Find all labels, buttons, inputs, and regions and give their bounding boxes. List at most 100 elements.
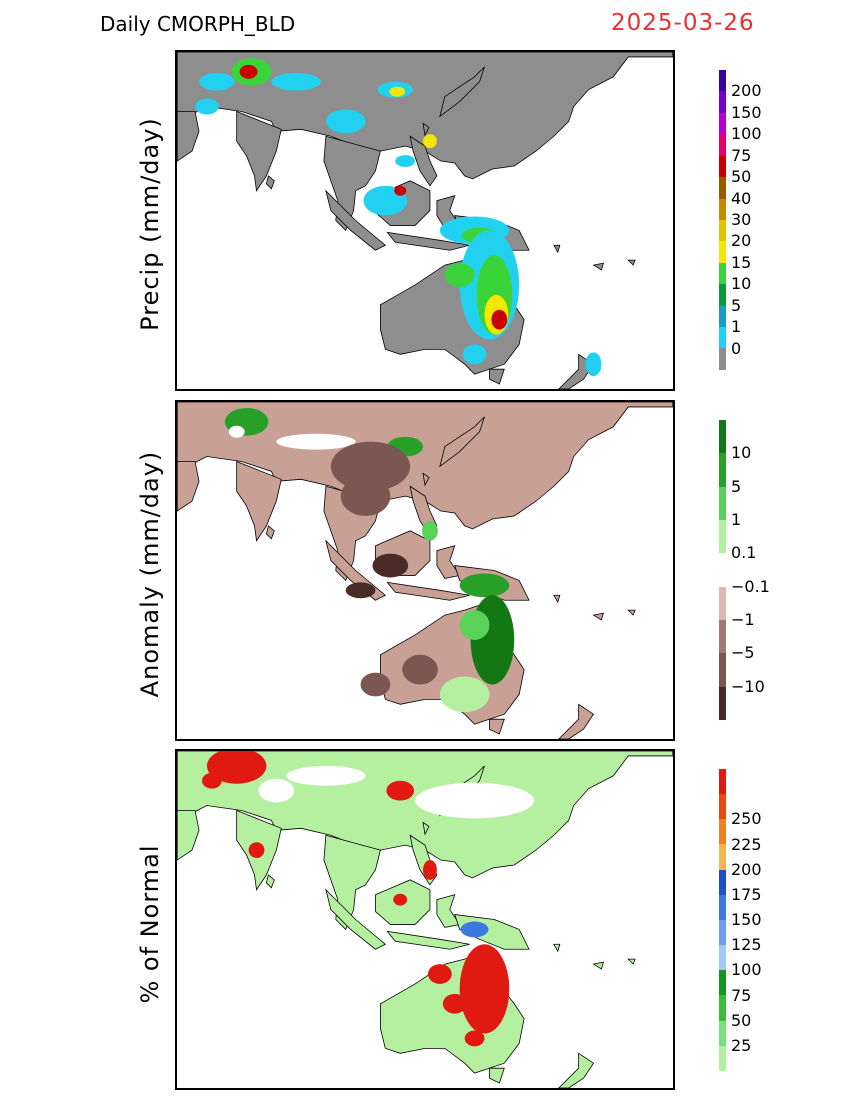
- precip-field-blob: [444, 263, 475, 287]
- percent-colorbar: [719, 769, 726, 1071]
- colorbar-tick-label: 10: [731, 443, 752, 463]
- colorbar-swatch: [719, 686, 726, 720]
- precip-field-blob: [423, 860, 437, 880]
- colorbar-tick-label: −1: [731, 610, 755, 629]
- colorbar-tick-label: 10: [731, 274, 752, 294]
- colorbar-swatch: [719, 327, 726, 349]
- land-shape: [558, 1052, 595, 1088]
- colorbar-swatch: [719, 241, 726, 263]
- land-shape: [439, 416, 485, 468]
- precip-map: [177, 52, 673, 389]
- land-shape: [236, 460, 282, 542]
- land-shape: [386, 930, 470, 950]
- colorbar-swatch: [719, 112, 726, 135]
- land-shape: [386, 231, 470, 251]
- precip-field-blob: [459, 573, 510, 598]
- colorbar-swatch: [719, 134, 726, 156]
- precip-field-blob: [372, 553, 409, 578]
- colorbar-tick-label: 175: [731, 884, 762, 904]
- land-shape: [265, 525, 275, 540]
- colorbar-tick-label: 150: [731, 910, 762, 929]
- precip-field-blob: [491, 309, 508, 330]
- land-shape: [323, 135, 381, 232]
- precip-map-panel: [175, 50, 675, 391]
- precip-field-blob: [228, 425, 245, 438]
- colorbar-swatch: [719, 769, 726, 795]
- precip-field-blob: [470, 595, 515, 685]
- land-shape: [553, 594, 561, 604]
- land-shape: [422, 472, 430, 487]
- colorbar-tick-label: −0.1: [731, 576, 770, 596]
- precip-field-blob: [427, 964, 452, 984]
- colorbar-swatch: [719, 486, 726, 520]
- precip-field-blob: [459, 944, 510, 1034]
- colorbar-tick-label: 25: [731, 1035, 752, 1055]
- colorbar-swatch: [719, 198, 726, 220]
- colorbar-swatch: [719, 219, 726, 242]
- colorbar-tick-label: 100: [731, 960, 762, 980]
- land-shape: [627, 609, 636, 616]
- land-shape: [439, 66, 485, 118]
- land-shape: [177, 810, 200, 861]
- colorbar-tick-label: 0.1: [731, 543, 757, 563]
- colorbar-tick-label: 200: [731, 81, 762, 101]
- colorbar-tick-label: 150: [731, 102, 762, 122]
- colorbar-swatch: [719, 453, 726, 487]
- land-shape: [592, 612, 604, 621]
- precip-field-blob: [423, 134, 437, 149]
- land-shape: [236, 110, 282, 192]
- precip-field-blob: [459, 610, 490, 640]
- land-shape: [422, 122, 430, 137]
- precip-field-blob: [345, 582, 376, 599]
- precip-field-blob: [248, 842, 265, 859]
- colorbar-tick-label: −5: [731, 643, 755, 663]
- land-shape: [422, 821, 430, 836]
- precip-field-blob: [239, 64, 258, 79]
- anomaly-map-panel: [175, 400, 675, 741]
- land-shape: [592, 961, 604, 970]
- colorbar-tick-label: 75: [731, 145, 752, 165]
- colorbar-tick-label: 5: [731, 295, 742, 315]
- colorbar-tick-label: 0: [731, 338, 742, 358]
- precip-field-blob: [415, 782, 535, 819]
- land-shape: [409, 135, 438, 187]
- precip-field-blob: [442, 993, 467, 1014]
- colorbar-swatch: [719, 177, 726, 199]
- precip-colorbar: [719, 70, 726, 370]
- colorbar-swatch: [719, 619, 726, 654]
- precip-field-blob: [462, 344, 487, 365]
- colorbar-tick-label: 5: [731, 476, 742, 496]
- land-shape: [177, 461, 200, 512]
- precip-field-blob: [286, 765, 366, 786]
- date-label: 2025-03-26: [611, 10, 755, 36]
- colorbar-swatch: [719, 305, 726, 328]
- percent-map-panel: [175, 749, 675, 1090]
- colorbar-swatch: [719, 1020, 726, 1046]
- colorbar-tick-label: 1: [731, 510, 742, 529]
- colorbar-swatch: [719, 819, 726, 845]
- precip-field-blob: [422, 520, 438, 541]
- precip-field-blob: [325, 109, 366, 134]
- land-shape: [627, 259, 636, 266]
- precip-axis-label: Precip (mm/day): [136, 117, 164, 331]
- colorbar-swatch: [719, 970, 726, 996]
- precip-field-blob: [206, 751, 267, 784]
- colorbar-tick-label: 20: [731, 231, 752, 251]
- colorbar-swatch: [719, 586, 726, 620]
- precip-field-blob: [394, 185, 407, 196]
- land-shape: [489, 1067, 505, 1084]
- precip-field-blob: [276, 433, 356, 450]
- colorbar-tick-label: 40: [731, 188, 752, 208]
- colorbar-swatch: [719, 284, 726, 306]
- colorbar-tick-label: 250: [731, 809, 762, 829]
- land-shape: [325, 888, 387, 950]
- percent-map: [177, 751, 673, 1088]
- precip-field-blob: [393, 893, 408, 906]
- precip-field-blob: [199, 72, 235, 91]
- colorbar-swatch: [719, 919, 726, 946]
- land-shape: [558, 703, 595, 739]
- land-shape: [553, 943, 561, 953]
- precip-field-blob: [330, 441, 411, 492]
- colorbar-tick-label: 50: [731, 1010, 752, 1030]
- precip-field-blob: [195, 98, 219, 115]
